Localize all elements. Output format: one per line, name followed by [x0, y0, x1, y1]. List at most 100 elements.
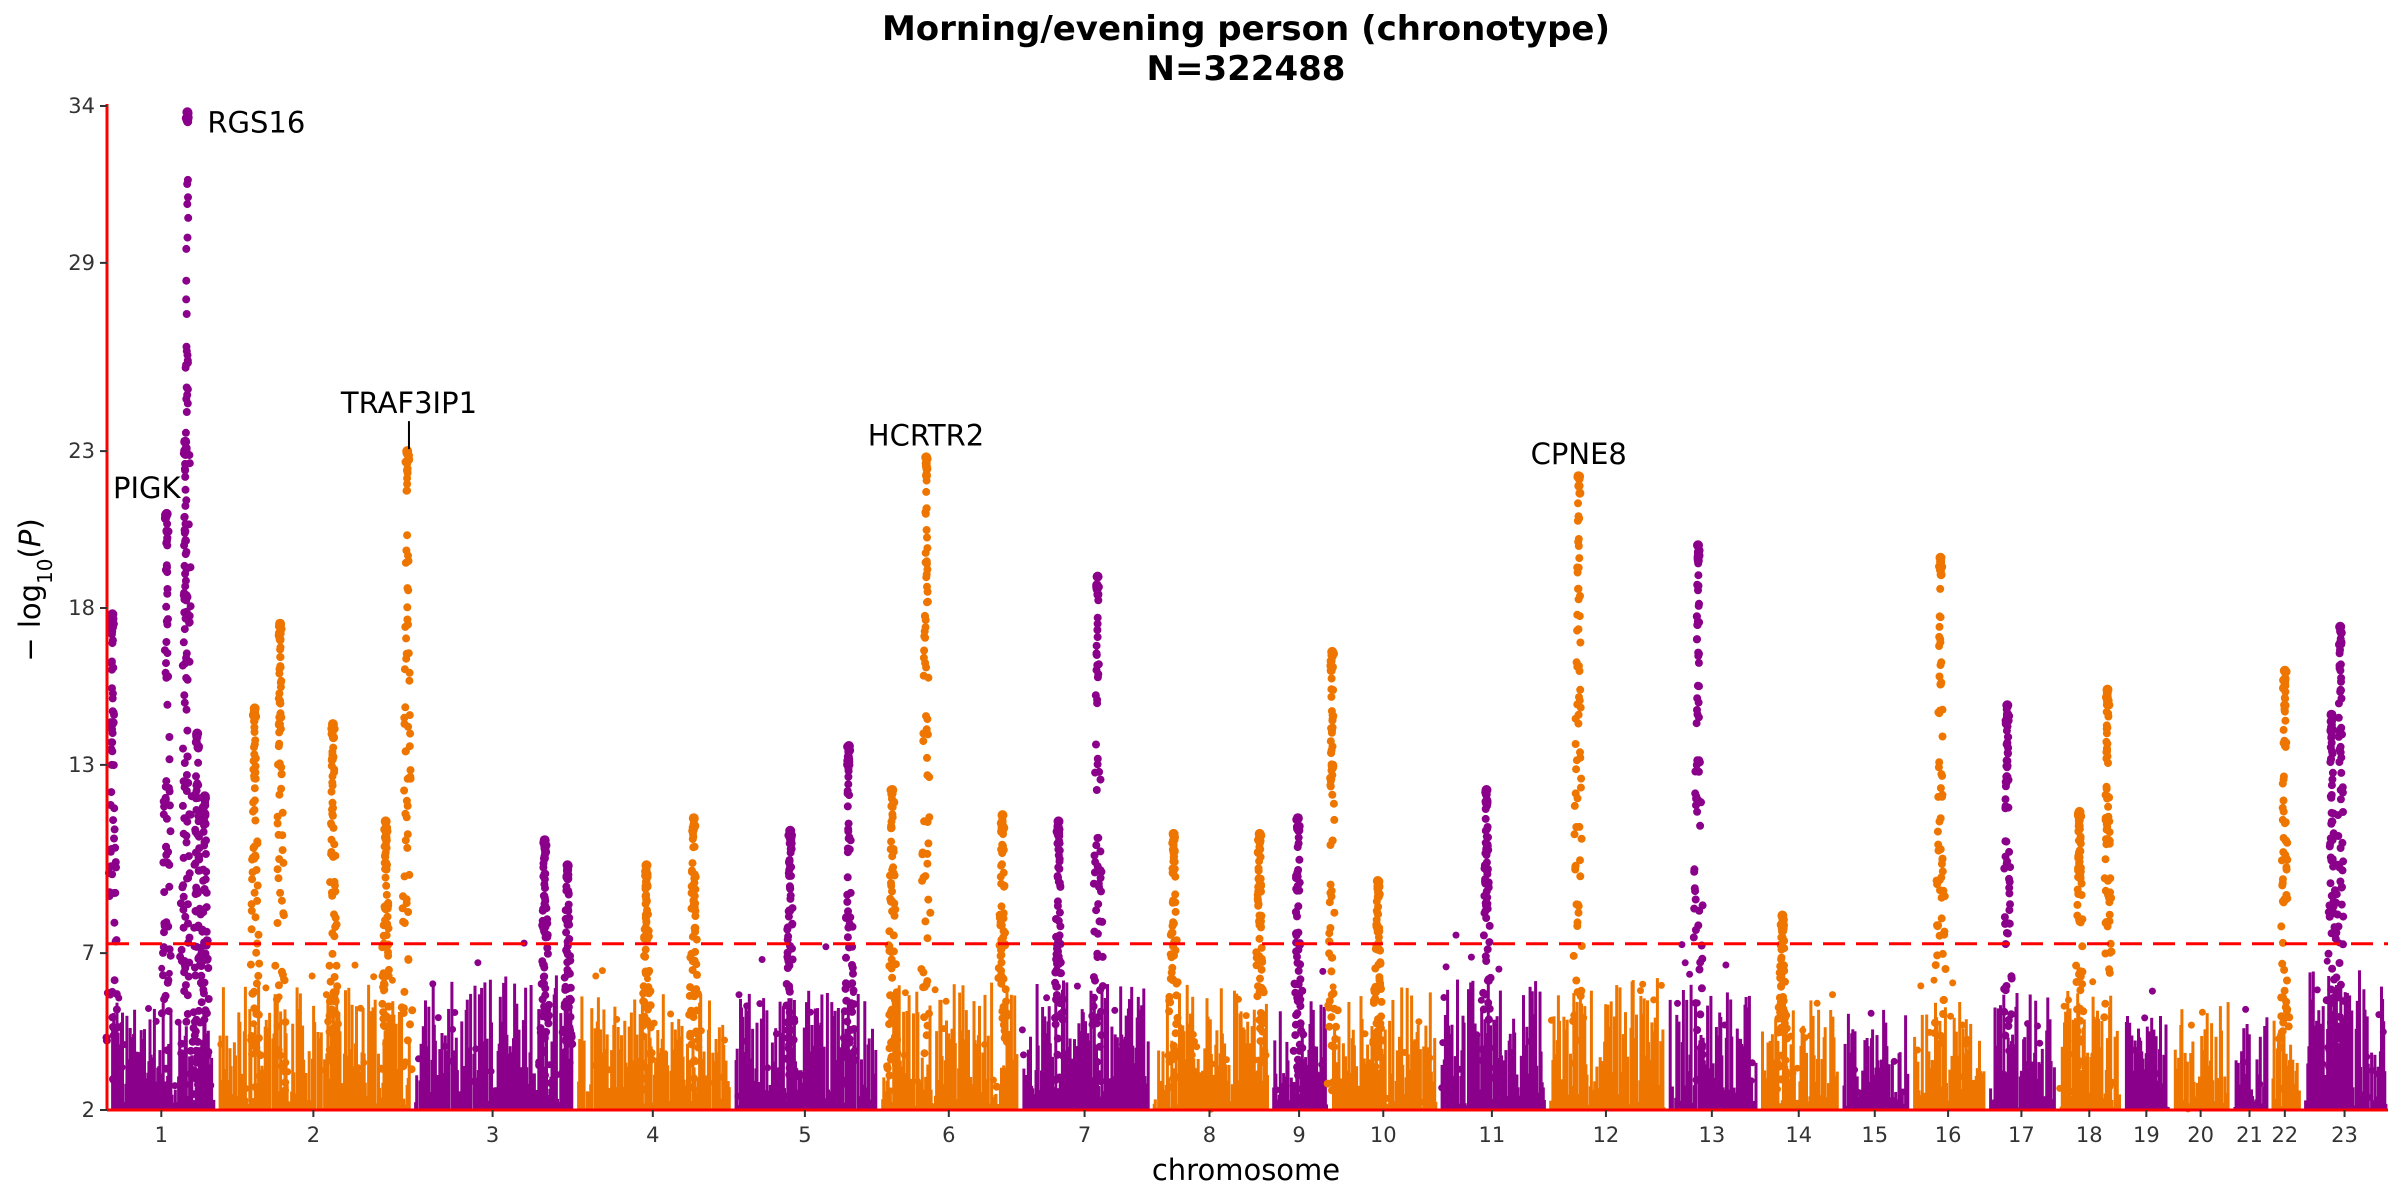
snp-point [109, 816, 118, 825]
snp-point [758, 956, 766, 963]
snp-point [1569, 1017, 1578, 1026]
snp-point [2001, 1031, 2010, 1040]
snp-point [108, 729, 117, 738]
snp-point [164, 784, 173, 792]
snp-point [275, 790, 284, 799]
snp-point [402, 466, 411, 475]
snp-point [403, 584, 412, 593]
snp-point [370, 973, 378, 981]
peak-chr5 [838, 741, 859, 1089]
snp-point [1002, 997, 1011, 1006]
snp-band [2237, 1084, 2241, 1110]
snp-point [1089, 973, 1098, 982]
snp-point [846, 913, 855, 922]
snp-band [905, 1011, 909, 1110]
snp-point [926, 908, 935, 917]
snp-point [1697, 984, 1706, 993]
snp-point [1171, 907, 1180, 916]
snp-point [1576, 856, 1584, 865]
snp-band [1422, 1046, 1426, 1110]
snp-point [111, 858, 120, 867]
snp-point [640, 1012, 649, 1021]
snp-band [1941, 1038, 1945, 1110]
snp-point [200, 800, 210, 810]
snp-band [529, 985, 533, 1110]
snp-point [2313, 986, 2321, 994]
snp-band [485, 1038, 489, 1110]
snp-point [1949, 979, 1957, 987]
snp-point [2285, 1013, 2294, 1022]
snp-point [541, 897, 550, 905]
peak-chr6 [917, 452, 935, 1058]
snp-point [1073, 982, 1081, 990]
chromosome-14-points [1761, 991, 1839, 1110]
lead-snp [1573, 471, 1584, 482]
chromosome-21-points [2233, 1005, 2269, 1110]
snp-point [194, 1058, 203, 1067]
snp-band [1451, 1075, 1455, 1110]
snp-point [1440, 994, 1448, 1001]
snp-point [163, 1046, 172, 1055]
snp-point [1931, 1077, 1939, 1086]
snp-point [2073, 1027, 2082, 1036]
snp-point [923, 849, 932, 858]
snp-point [182, 310, 191, 318]
snp-point [1051, 1020, 1060, 1029]
snp-band [400, 1009, 404, 1110]
snp-point [843, 1017, 852, 1026]
snp-point [2277, 922, 2286, 931]
snp-point [1326, 782, 1335, 791]
snp-point [1938, 732, 1947, 741]
snp-band [2066, 991, 2070, 1110]
snp-point [1299, 1030, 1308, 1039]
snp-point [181, 582, 190, 591]
snp-band [1539, 1051, 1543, 1110]
snp-point [354, 1064, 362, 1072]
snp-point [641, 945, 650, 954]
snp-band [874, 1050, 878, 1110]
snp-point [1166, 930, 1175, 939]
snp-point [330, 840, 339, 849]
snp-point [1686, 970, 1694, 978]
snp-point [1293, 1055, 1302, 1064]
snp-point [1093, 590, 1103, 600]
snp-point [1095, 883, 1103, 891]
snp-band [1706, 1005, 1710, 1110]
lead-snp [192, 728, 203, 739]
snp-point [1935, 672, 1944, 681]
snp-point [1780, 1014, 1789, 1023]
snp-point [2003, 709, 2012, 719]
snp-point [179, 905, 188, 914]
chromosome-15-points [1842, 1009, 1910, 1110]
snp-point [1938, 790, 1947, 799]
snp-point [181, 569, 190, 578]
peak-chr22 [2275, 665, 2294, 1093]
snp-point [886, 991, 895, 1000]
snp-point [1168, 898, 1177, 907]
snp-point [885, 1071, 894, 1080]
snp-band [218, 1035, 222, 1110]
snp-point [1260, 1090, 1269, 1099]
snp-band [1183, 1059, 1187, 1110]
snp-point [1167, 1083, 1176, 1092]
snp-band [888, 1087, 892, 1110]
snp-point [1574, 481, 1584, 491]
snp-band [1829, 1010, 1833, 1110]
snp-point [942, 997, 950, 1005]
snp-band [850, 1049, 854, 1110]
snp-point [2076, 986, 2085, 995]
snp-band [593, 1028, 597, 1110]
snp-band [206, 1030, 210, 1110]
snp-point [251, 816, 260, 825]
snp-band [1859, 1089, 1862, 1110]
snp-point [1001, 985, 1010, 994]
peak-chr5 [782, 825, 799, 1099]
snp-point [565, 913, 574, 922]
snp-band [1655, 978, 1659, 1110]
snp-point [1093, 754, 1102, 763]
snp-band [161, 1002, 165, 1110]
snp-band [2337, 1050, 2341, 1110]
snp-point [995, 914, 1004, 923]
snp-point [642, 897, 651, 906]
snp-point [784, 963, 792, 972]
